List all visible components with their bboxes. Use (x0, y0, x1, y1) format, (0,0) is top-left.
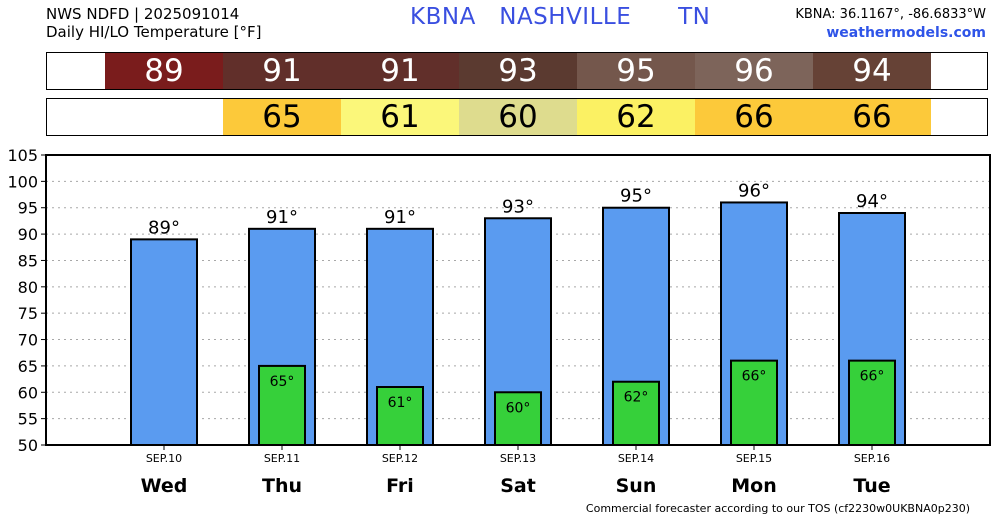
day-label: Fri (386, 475, 414, 497)
low-temp-cell-3: 60 (459, 99, 577, 135)
high-bar (130, 238, 198, 446)
product-line: Daily HI/LO Temperature [°F] (46, 23, 262, 41)
high-bar-label: 96° (738, 180, 770, 201)
high-temp-cell-4: 95 (577, 53, 695, 89)
day-label: Sun (616, 475, 657, 497)
day-label: Wed (141, 475, 188, 497)
y-tick-label: 85 (18, 251, 38, 270)
y-tick-label: 95 (18, 199, 38, 218)
day-label: Tue (853, 475, 890, 497)
high-bar-label: 95° (620, 186, 652, 207)
y-tick-label: 90 (18, 225, 38, 244)
high-bar-label: 91° (384, 207, 416, 228)
high-bar-label: 93° (502, 196, 534, 217)
y-tick-label: 100 (7, 172, 38, 191)
high-temp-cell-2: 91 (341, 53, 459, 89)
low-bar-label: 66° (742, 369, 767, 385)
x-tick-label: SEP.11 (264, 452, 300, 465)
high-temp-cell-3: 93 (459, 53, 577, 89)
x-tick-label: SEP.15 (736, 452, 772, 465)
low-temp-cell-0 (105, 99, 223, 135)
x-tick-label: SEP.14 (618, 452, 654, 465)
high-temp-cell-5: 96 (695, 53, 813, 89)
low-bar-label: 62° (624, 390, 649, 406)
y-tick-label: 65 (18, 357, 38, 376)
high-bar-label: 89° (148, 217, 180, 238)
station-title: KBNA NASHVILLE TN (410, 4, 711, 30)
high-temp-cell-0: 89 (105, 53, 223, 89)
low-bar (494, 391, 542, 447)
low-temp-cell-4: 62 (577, 99, 695, 135)
plot-frame (45, 154, 991, 446)
low-bar (848, 359, 896, 446)
x-tick-label: SEP.12 (382, 452, 418, 465)
y-tick-label: 70 (18, 331, 38, 350)
low-temp-cell-1: 65 (223, 99, 341, 135)
low-bar-label: 65° (270, 374, 295, 390)
footer-note: Commercial forecaster according to our T… (585, 502, 970, 515)
low-bar (730, 359, 778, 446)
low-temp-cell-5: 66 (695, 99, 813, 135)
low-temp-cell-6: 66 (813, 99, 931, 135)
x-tick-label: SEP.16 (854, 452, 890, 465)
high-bar-label: 94° (856, 191, 888, 212)
y-tick-label: 75 (18, 304, 38, 323)
x-tick-label: SEP.13 (500, 452, 536, 465)
day-label: Sat (500, 475, 536, 497)
low-temp-cell-2: 61 (341, 99, 459, 135)
site-link[interactable]: weathermodels.com (826, 25, 986, 41)
low-bar-label: 60° (506, 400, 531, 416)
high-temp-cell-1: 91 (223, 53, 341, 89)
y-tick-label: 55 (18, 410, 38, 429)
low-bar-label: 61° (388, 395, 413, 411)
high-bar-label: 91° (266, 207, 298, 228)
low-bar-label: 66° (860, 369, 885, 385)
y-tick-label: 50 (18, 436, 38, 455)
y-tick-label: 60 (18, 383, 38, 402)
day-label: Mon (731, 475, 777, 497)
station-coordinates: KBNA: 36.1167°, -86.6833°W (795, 7, 986, 22)
high-temperature-strip: 89 91 91 93 95 96 94 (46, 52, 988, 90)
y-tick-label: 105 (7, 146, 38, 165)
source-line: NWS NDFD | 2025091014 (46, 5, 240, 23)
y-tick-label: 80 (18, 278, 38, 297)
x-tick-label: SEP.10 (146, 452, 182, 465)
day-label: Thu (262, 475, 302, 497)
low-temperature-strip: 65 61 60 62 66 66 (46, 98, 988, 136)
high-temp-cell-6: 94 (813, 53, 931, 89)
